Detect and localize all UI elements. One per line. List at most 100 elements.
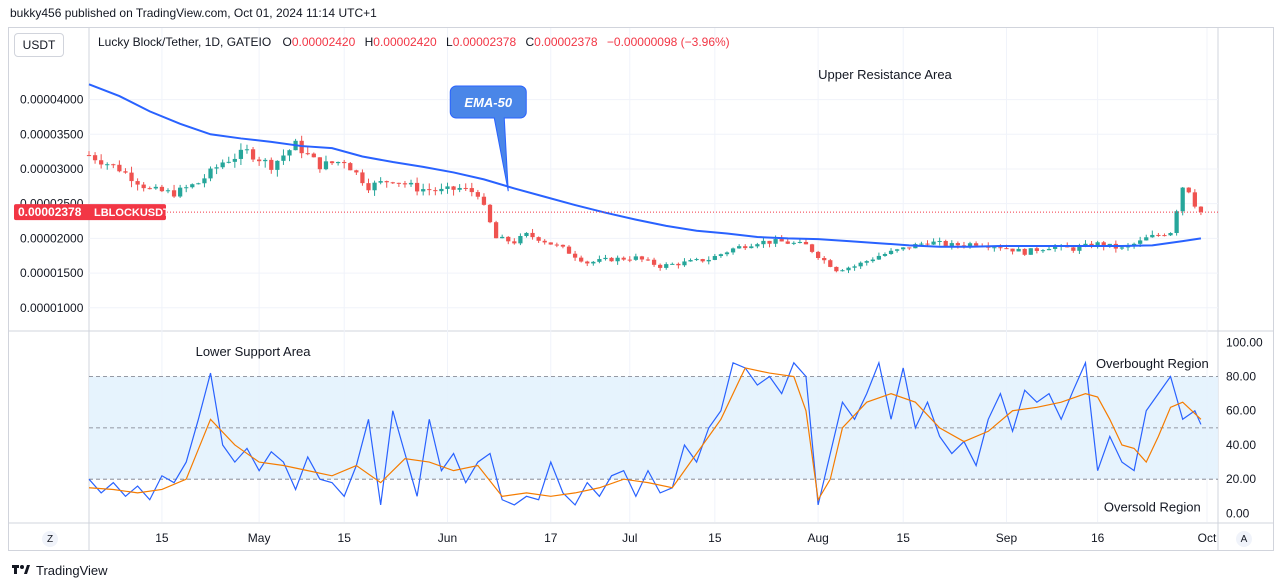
candle <box>232 153 237 168</box>
candle <box>123 168 128 174</box>
rsi-tick-label: 80.00 <box>1226 370 1256 384</box>
candle-body <box>627 259 632 261</box>
candle <box>226 156 231 164</box>
candle-body <box>609 257 614 262</box>
candle <box>700 258 705 263</box>
candle-body <box>171 190 177 197</box>
candle <box>554 242 559 248</box>
candle-body <box>329 161 335 164</box>
candle-body <box>621 257 626 260</box>
legend-open-label: O <box>282 35 292 49</box>
candle-body <box>949 243 954 246</box>
candle-body <box>572 253 578 258</box>
candle <box>402 180 408 188</box>
candle <box>530 228 535 240</box>
candle <box>342 159 347 169</box>
candle-body <box>250 149 256 160</box>
candle-body <box>390 182 395 184</box>
candle-body <box>992 247 997 249</box>
candle-body <box>512 241 517 244</box>
candle-body <box>542 240 547 243</box>
candle-body <box>737 246 742 249</box>
auto-scale-button[interactable]: A <box>1236 531 1252 547</box>
candle <box>329 160 335 166</box>
candle-body <box>894 249 900 251</box>
candle <box>864 260 869 266</box>
candle-body <box>840 270 845 272</box>
ema-50-line <box>88 83 1202 248</box>
candle-body <box>536 237 541 241</box>
candle-body <box>226 161 231 163</box>
candle-body <box>439 188 444 192</box>
candle <box>967 241 973 249</box>
candle-body <box>275 160 280 170</box>
candle <box>451 185 456 196</box>
candle-body <box>998 247 1003 249</box>
candle-body <box>682 261 687 266</box>
x-tick-label: 15 <box>155 531 169 545</box>
candle-body <box>967 243 973 247</box>
candle <box>433 187 438 196</box>
candle-body <box>651 259 657 265</box>
price-tick-label: 0.00001000 <box>20 301 84 315</box>
candle-body <box>244 149 250 151</box>
candle-body <box>99 160 104 165</box>
candle-body <box>281 155 286 161</box>
rsi-line <box>88 360 1202 506</box>
zoom-z-button[interactable]: Z <box>42 531 58 547</box>
candle <box>572 250 578 261</box>
candle-body <box>1144 237 1149 241</box>
candle <box>828 258 833 268</box>
candle <box>627 256 632 263</box>
candle <box>876 252 882 260</box>
currency-unit-button[interactable]: USDT <box>14 33 64 57</box>
candle <box>591 261 596 266</box>
candle-body <box>828 260 833 267</box>
x-tick-label: 15 <box>338 531 352 545</box>
candle-body <box>135 181 140 185</box>
candle-body <box>809 244 815 252</box>
candle <box>670 262 675 265</box>
candle-body <box>858 262 863 267</box>
candle <box>238 143 244 165</box>
x-tick-label: 15 <box>897 531 911 545</box>
candle <box>1168 232 1173 236</box>
candle-body <box>129 172 134 182</box>
candle-body <box>402 183 408 185</box>
candle <box>208 166 213 182</box>
candle-body <box>767 240 772 244</box>
candle <box>384 180 389 188</box>
candle-body <box>117 164 122 172</box>
candle-body <box>1198 206 1204 212</box>
candle <box>1028 248 1033 255</box>
candle <box>129 166 134 188</box>
candle-body <box>123 171 128 173</box>
candle <box>421 183 426 196</box>
overbought-label: Overbought Region <box>1096 356 1209 371</box>
candle <box>907 247 912 251</box>
price-tick-label: 0.00002000 <box>20 231 84 245</box>
candle-body <box>1095 242 1100 247</box>
candle <box>305 147 310 156</box>
candle <box>882 252 888 257</box>
candle <box>676 262 681 269</box>
candle <box>834 266 839 273</box>
chart-frame <box>8 27 1274 551</box>
candle-body <box>506 236 511 242</box>
candle <box>512 238 517 245</box>
price-tick-label: 0.00004000 <box>20 93 84 107</box>
x-tick-label: Jul <box>622 531 637 545</box>
candle-body <box>202 178 207 184</box>
candle-body <box>153 186 158 189</box>
candle <box>372 180 377 196</box>
candle <box>816 250 821 260</box>
candle-body <box>816 251 821 258</box>
candle <box>712 253 717 261</box>
candle-body <box>348 163 353 171</box>
candle-body <box>445 186 450 189</box>
candle <box>378 177 383 185</box>
x-tick-label: 17 <box>544 531 558 545</box>
candle <box>1016 246 1021 252</box>
candle-body <box>560 244 566 247</box>
